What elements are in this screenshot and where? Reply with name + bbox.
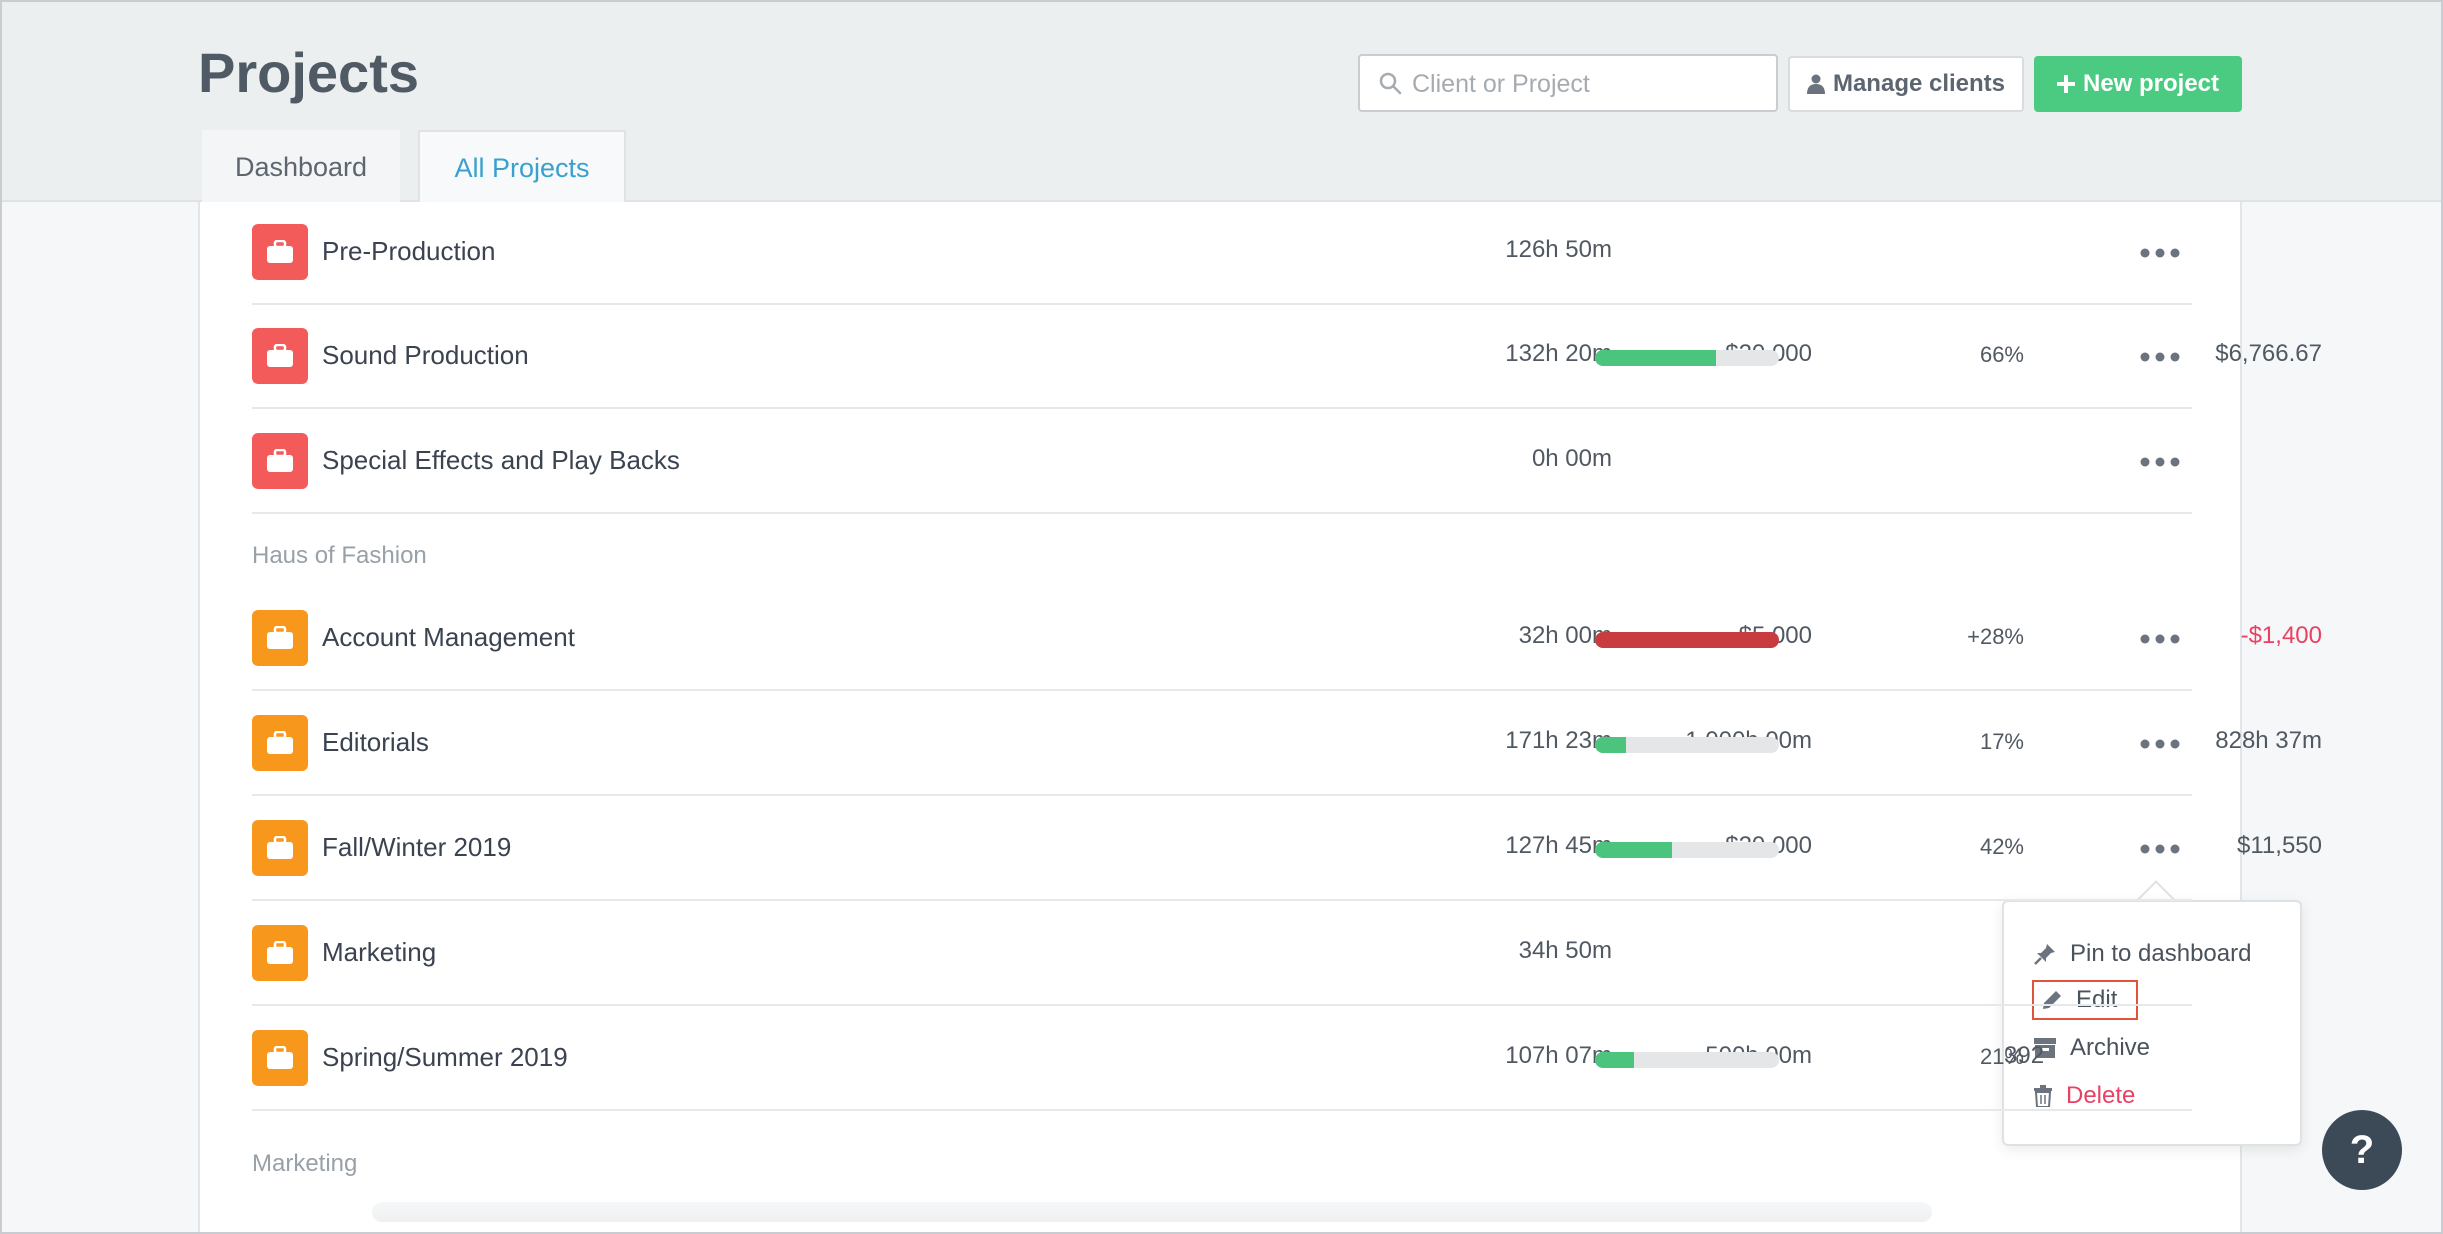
remaining-value: $11,550: [2237, 832, 2322, 859]
project-row[interactable]: Special Effects and Play Backs 0h 00m: [252, 409, 2192, 514]
progress-bar: [1595, 632, 1779, 648]
progress-bar: [1595, 842, 1779, 858]
briefcase-icon: [252, 610, 308, 666]
tab-dashboard[interactable]: Dashboard: [202, 130, 400, 204]
new-project-button[interactable]: New project: [2034, 56, 2242, 112]
tab-all-projects[interactable]: All Projects: [418, 130, 626, 204]
plus-icon: [2056, 75, 2075, 93]
project-name[interactable]: Account Management: [322, 622, 575, 652]
budget-percent: 42%: [1979, 834, 2024, 859]
briefcase-icon: [252, 925, 308, 981]
person-icon: [1806, 74, 1825, 94]
search-box[interactable]: [1358, 54, 1778, 112]
tracked-hours: 171h 23m: [1505, 727, 1612, 754]
tracked-hours: 126h 50m: [1505, 236, 1612, 263]
tracked-hours: 0h 00m: [1531, 445, 1612, 472]
more-options-icon[interactable]: [2140, 739, 2180, 749]
project-name[interactable]: Sound Production: [322, 340, 529, 370]
more-options-icon[interactable]: [2140, 248, 2180, 258]
project-name[interactable]: Marketing: [322, 937, 437, 967]
progress-bar-fill: [1595, 1052, 1634, 1068]
menu-item-label: Archive: [2070, 1034, 2151, 1061]
new-project-label: New project: [2082, 70, 2220, 97]
pin-icon: [2034, 944, 2055, 965]
progress-bar-fill: [1595, 350, 1717, 366]
search-input[interactable]: [1412, 64, 1762, 104]
page-title: Projects: [198, 41, 419, 104]
project-actions-menu: Pin to dashboard Edit Archive: [2002, 900, 2302, 1146]
more-options-icon[interactable]: [2140, 457, 2180, 467]
client-group-label: Marketing: [252, 1150, 358, 1177]
tab-label: Dashboard: [234, 151, 368, 182]
budget-percent: +28%: [1967, 624, 2024, 649]
menu-item-label: Edit: [2076, 986, 2118, 1013]
briefcase-icon: [252, 224, 308, 280]
project-name[interactable]: Fall/Winter 2019: [322, 832, 512, 862]
budget-percent: 17%: [1979, 729, 2024, 754]
progress-bar: [1595, 1052, 1779, 1068]
project-name[interactable]: Editorials: [322, 727, 429, 757]
tracked-hours: 132h 20m: [1505, 340, 1612, 367]
briefcase-icon: [252, 328, 308, 384]
progress-bar: [1595, 350, 1779, 366]
briefcase-icon: [252, 433, 308, 489]
page-header: Projects Manage clients New project Dash: [2, 2, 2441, 204]
remaining-value: $6,766.67: [2215, 340, 2322, 367]
project-row[interactable]: Pre-Production 126h 50m: [252, 200, 2192, 305]
manage-clients-label: Manage clients: [1832, 70, 2006, 97]
trash-icon: [2034, 1085, 2052, 1107]
menu-item-archive[interactable]: Archive: [2034, 1028, 2150, 1068]
help-label: ?: [2349, 1127, 2375, 1172]
budget-percent: 66%: [1979, 342, 2024, 367]
more-options-icon[interactable]: [2140, 634, 2180, 644]
progress-bar-fill: [1595, 737, 1627, 753]
search-icon: [1379, 72, 1402, 95]
menu-item-delete[interactable]: Delete: [2034, 1076, 2135, 1116]
progress-bar-fill: [1595, 842, 1673, 858]
project-name[interactable]: Spring/Summer 2019: [322, 1042, 568, 1072]
projects-list: [198, 202, 2242, 1232]
project-name[interactable]: Special Effects and Play Backs: [322, 445, 680, 475]
manage-clients-button[interactable]: Manage clients: [1788, 56, 2024, 112]
menu-item-label: Pin to dashboard: [2070, 940, 2252, 967]
tracked-hours: 34h 50m: [1518, 937, 1612, 964]
project-name[interactable]: Pre-Production: [322, 236, 496, 266]
budget-percent: 21%: [1979, 1044, 2024, 1069]
tracked-hours: 107h 07m: [1505, 1042, 1612, 1069]
briefcase-icon: [252, 715, 308, 771]
remaining-value: 392: [2004, 1042, 2045, 1069]
progress-bar: [1595, 737, 1779, 753]
project-row[interactable]: Marketing 34h 50m: [252, 901, 2192, 1006]
archive-icon: [2034, 1038, 2056, 1058]
remaining-value: 828h 37m: [2215, 727, 2322, 754]
help-button[interactable]: ?: [2322, 1110, 2402, 1190]
scroll-shadow: [372, 1202, 1932, 1222]
client-group-label: Haus of Fashion: [252, 542, 427, 569]
more-options-icon[interactable]: [2140, 844, 2180, 854]
tracked-hours: 32h 00m: [1518, 622, 1612, 649]
menu-item-pin[interactable]: Pin to dashboard: [2034, 934, 2251, 974]
briefcase-icon: [252, 820, 308, 876]
menu-item-edit[interactable]: Edit: [2032, 980, 2138, 1020]
progress-bar-fill: [1595, 632, 1779, 648]
briefcase-icon: [252, 1030, 308, 1086]
remaining-value: -$1,400: [2240, 622, 2322, 649]
tab-label: All Projects: [454, 152, 590, 183]
more-options-icon[interactable]: [2140, 352, 2180, 362]
tracked-hours: 127h 45m: [1505, 832, 1612, 859]
menu-item-label: Delete: [2066, 1082, 2136, 1109]
